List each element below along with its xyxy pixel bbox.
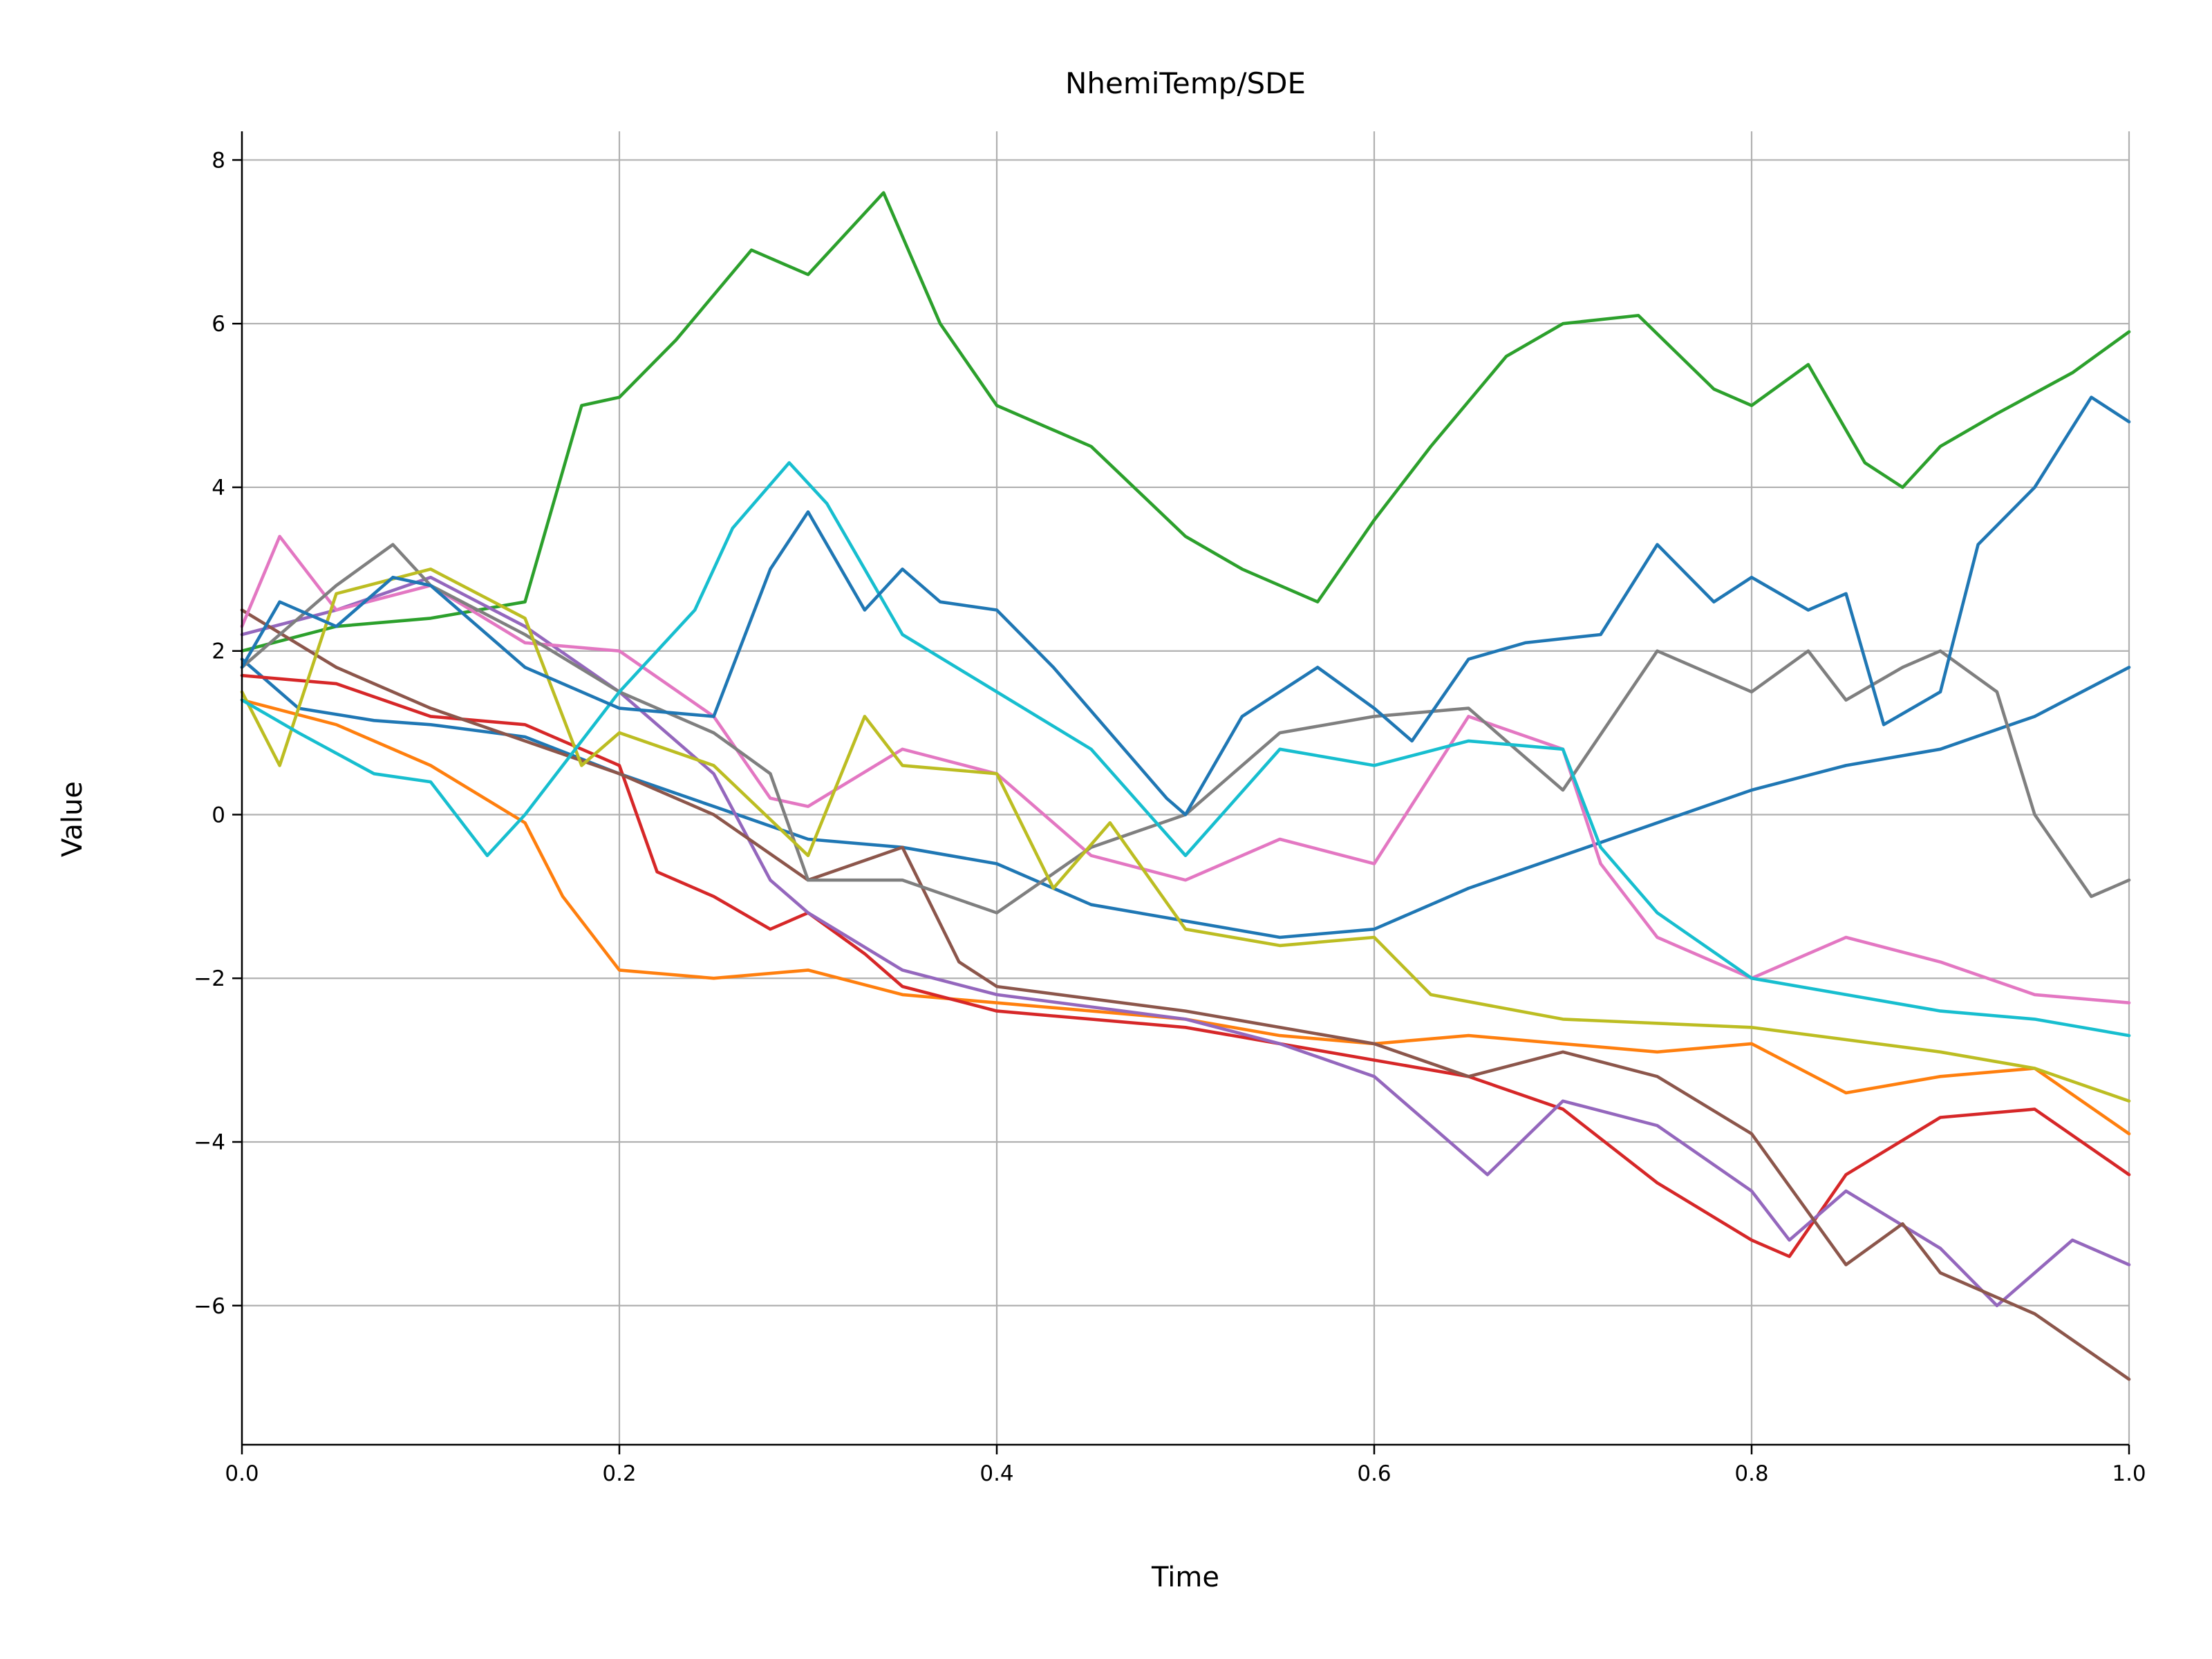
y-tick-label: −2 bbox=[194, 966, 225, 991]
series-line-5 bbox=[240, 575, 2131, 1308]
series-line-10 bbox=[240, 461, 2131, 1038]
grid-lines bbox=[241, 131, 2130, 1445]
series-line-1 bbox=[240, 657, 2131, 939]
x-axis-label: Time bbox=[1151, 1562, 1219, 1593]
series-line-3 bbox=[240, 191, 2131, 653]
x-tick-label: 0.8 bbox=[1734, 1461, 1768, 1486]
y-tick-label: −6 bbox=[194, 1294, 225, 1319]
series-line-7 bbox=[240, 534, 2131, 1004]
series-line-11 bbox=[240, 395, 2131, 816]
series-line-4 bbox=[240, 673, 2131, 1258]
y-tick-label: 4 bbox=[212, 476, 225, 500]
chart-title: NhemiTemp/SDE bbox=[1065, 66, 1306, 100]
x-tick-label: 1.0 bbox=[2112, 1461, 2146, 1486]
y-axis-label: Value bbox=[57, 781, 88, 857]
x-tick-label: 0.0 bbox=[225, 1461, 259, 1486]
y-axis-ticks: −6 −4 −2 0 2 4 6 8 bbox=[194, 148, 242, 1319]
x-tick-label: 0.2 bbox=[602, 1461, 636, 1486]
axes bbox=[241, 131, 2129, 1446]
x-axis-ticks: 0.0 0.2 0.4 0.6 0.8 1.0 bbox=[225, 1445, 2146, 1486]
series-line-6 bbox=[240, 608, 2131, 1381]
x-tick-label: 0.4 bbox=[980, 1461, 1013, 1486]
series-line-8 bbox=[240, 543, 2131, 915]
y-tick-label: 6 bbox=[212, 312, 225, 337]
y-tick-label: −4 bbox=[194, 1130, 225, 1155]
y-tick-label: 0 bbox=[212, 803, 225, 827]
y-tick-label: 8 bbox=[212, 148, 225, 173]
y-tick-label: 2 bbox=[212, 639, 225, 664]
x-tick-label: 0.6 bbox=[1357, 1461, 1391, 1486]
series-line-9 bbox=[240, 567, 2131, 1103]
series-layer bbox=[240, 191, 2131, 1381]
